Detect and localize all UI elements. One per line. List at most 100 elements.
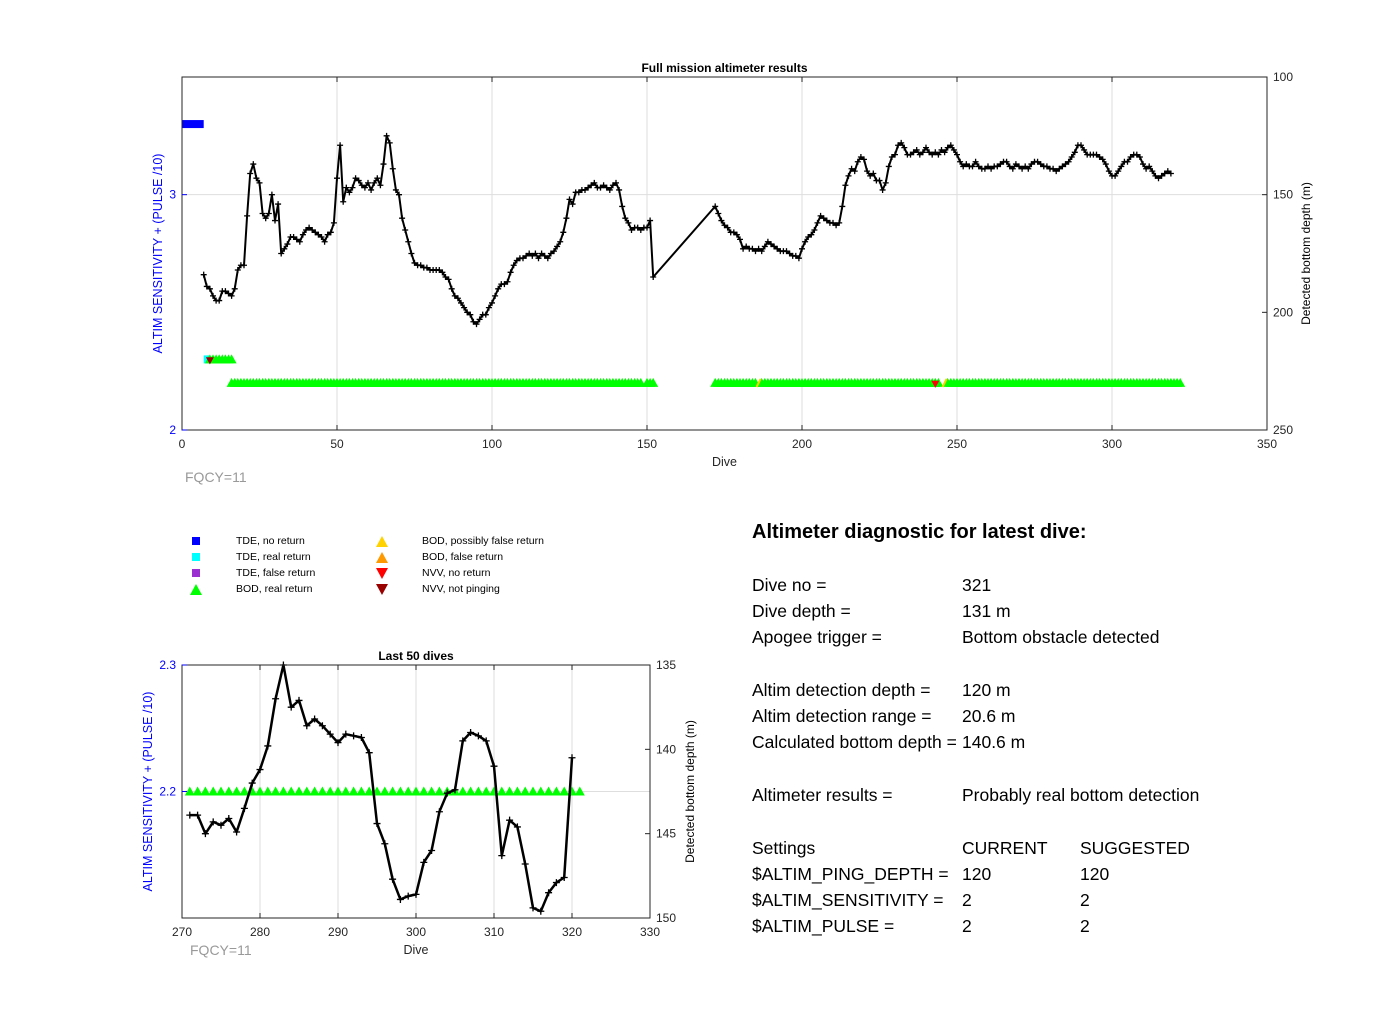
data-point [842,182,849,189]
data-point [309,226,316,233]
data-point [1133,151,1140,158]
data-point [399,215,406,222]
setting-current: 120 [962,864,992,884]
dive-no-value: 321 [962,575,992,595]
data-point [1146,163,1153,170]
data-point [275,201,282,208]
data-point [888,154,895,161]
setting-suggested: 2 [1080,890,1090,910]
data-point [535,255,542,262]
data-point [485,304,492,311]
data-point [795,255,802,262]
setting-current: 2 [962,916,972,936]
data-point [461,304,468,311]
dive-depth-label: Dive depth = [752,601,851,621]
data-point [253,175,260,182]
data-point [885,163,892,170]
y-left-axis-label: ALTIM SENSITIVITY + (PULSE /10) [151,154,165,354]
data-point [392,186,399,193]
data-point [405,238,412,245]
data-point [377,182,384,189]
data-point [808,231,815,238]
suggested-header: SUGGESTED [1080,838,1190,858]
data-point [290,234,297,241]
data-point [730,229,737,236]
bod-real-return-marker [348,786,359,796]
data-point [1112,172,1119,179]
data-point [490,762,498,770]
legend-label: BOD, possibly false return [422,535,544,547]
data-point [560,229,567,236]
data-point [464,309,471,316]
bod-possibly-false-marker [941,378,948,388]
data-point [752,248,759,255]
data-point [774,245,781,252]
data-point [210,292,216,299]
data-point [529,904,537,912]
data-point [557,238,564,245]
data-point [443,789,451,797]
y-right-tick-label: 145 [656,827,676,841]
data-point [1081,146,1088,153]
data-point [327,229,334,236]
data-point [451,292,458,299]
data-point [1093,151,1100,158]
data-point [1006,163,1013,170]
data-point [898,139,905,146]
data-point [200,271,207,278]
bod-real-return-marker [278,786,289,796]
bod-real-return-marker [551,786,562,796]
data-point [545,889,553,897]
data-point [259,210,266,217]
data-point [1155,175,1162,182]
x-tick-label: 350 [1257,437,1277,451]
x-tick-label: 250 [947,437,967,451]
data-point [492,292,499,299]
bod-real-return-marker [403,786,414,796]
data-point [201,830,209,838]
bod-real-return-marker [496,786,507,796]
legend-label: NVV, no return [422,567,491,579]
bod-real-return-marker [520,786,531,796]
data-point [585,184,592,191]
data-point [330,219,337,226]
data-point [381,840,389,848]
triangle-up-icon [376,536,388,547]
data-point [1043,163,1050,170]
data-point [529,252,536,259]
legend-label: BOD, false return [422,551,504,563]
data-point [374,175,381,182]
data-point [312,229,319,236]
bod-real-return-marker [535,786,546,796]
data-point [350,732,358,740]
data-point [1096,154,1103,161]
bod-real-return-marker [286,786,297,796]
data-point [1034,158,1041,165]
data-point [315,231,322,238]
data-point [802,238,809,245]
data-point [361,184,368,191]
bod-real-return-marker [192,786,203,796]
data-point [718,217,725,224]
data-point [997,161,1004,168]
dive-depth-value: 131 m [962,601,1011,621]
data-point [334,175,340,182]
data-point [972,158,979,165]
data-point [947,142,954,149]
y-left-tick-label: 2.2 [159,785,176,799]
data-point [944,144,951,151]
data-point [1167,170,1174,177]
bod-real-return-marker [270,786,281,796]
bod-real-return-marker [426,786,437,796]
data-point [1140,161,1146,168]
bod-real-return-marker [223,786,234,796]
data-point [420,858,428,866]
data-point [358,182,365,189]
bod-real-return-marker [512,786,523,796]
bod-real-return-marker [528,786,538,796]
data-point [758,248,765,255]
data-point [969,163,976,170]
data-point [591,179,598,186]
data-point [1022,163,1029,170]
data-point [436,266,443,273]
